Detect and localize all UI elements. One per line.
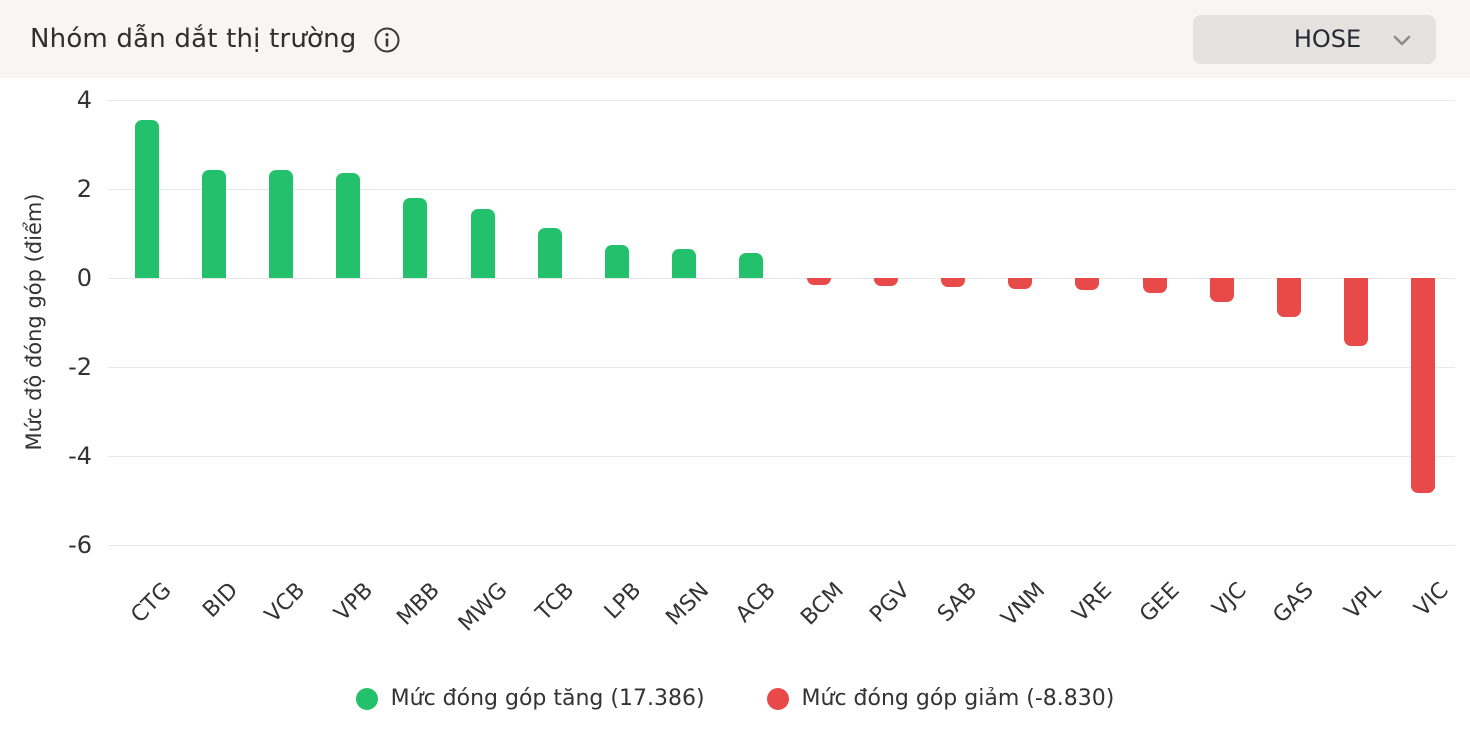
gridline--6: [108, 545, 1455, 546]
gridline-0: [108, 278, 1455, 279]
chevron-down-icon: [1392, 33, 1412, 52]
y-tick-4: 4: [76, 86, 92, 114]
y-tick--2: -2: [68, 353, 92, 381]
x-tick-SAB: SAB: [933, 578, 983, 628]
x-tick-BID: BID: [198, 578, 244, 623]
y-tick--6: -6: [68, 531, 92, 559]
x-tick-MWG: MWG: [453, 578, 513, 637]
bar-MSN[interactable]: [672, 248, 697, 278]
legend-entry-negative[interactable]: Mức đóng góp giảm (-8.830): [766, 686, 1115, 711]
x-tick-VJC: VJC: [1207, 578, 1252, 622]
chart-header: Nhóm dẫn dắt thị trường HOSE: [0, 0, 1470, 78]
bar-BID[interactable]: [201, 170, 226, 278]
gridline--2: [108, 367, 1455, 368]
x-tick-GAS: GAS: [1268, 578, 1319, 629]
y-axis-title: Mức độ đóng góp (điểm): [22, 193, 46, 451]
x-tick-PGV: PGV: [865, 578, 916, 628]
exchange-select[interactable]: HOSE: [1193, 14, 1436, 64]
legend-dot-positive: [355, 687, 378, 710]
bar-VIC[interactable]: [1411, 278, 1436, 494]
legend-label-negative: Mức đóng góp giảm (-8.830): [801, 686, 1115, 711]
bar-VJC[interactable]: [1209, 278, 1234, 303]
x-tick-VPB: VPB: [329, 578, 378, 627]
x-tick-VCB: VCB: [260, 578, 311, 628]
x-tick-GEE: GEE: [1134, 578, 1185, 628]
bar-VPL[interactable]: [1344, 278, 1369, 347]
bar-VNM[interactable]: [1008, 278, 1033, 289]
x-tick-MSN: MSN: [661, 578, 714, 631]
x-tick-BCM: BCM: [795, 578, 849, 631]
gridline--4: [108, 456, 1455, 457]
chart-legend: Mức đóng góp tăng (17.386) Mức đóng góp …: [0, 686, 1470, 711]
x-tick-CTG: CTG: [126, 578, 177, 629]
bar-SAB[interactable]: [941, 278, 965, 288]
gridline-2: [108, 189, 1455, 190]
x-tick-MBB: MBB: [392, 578, 446, 631]
info-icon[interactable]: [373, 26, 401, 54]
bar-ACB[interactable]: [739, 253, 764, 278]
page-title: Nhóm dẫn dắt thị trường: [30, 24, 357, 54]
bar-PGV[interactable]: [873, 278, 898, 286]
bar-LPB[interactable]: [605, 245, 629, 278]
bar-VCB[interactable]: [269, 170, 293, 278]
x-tick-VIC: VIC: [1409, 578, 1454, 622]
bar-VPB[interactable]: [336, 172, 361, 278]
x-tick-VRE: VRE: [1068, 578, 1118, 627]
y-tick-0: 0: [76, 264, 92, 292]
bar-MBB[interactable]: [403, 197, 428, 278]
x-tick-ACB: ACB: [731, 578, 782, 628]
x-tick-VNM: VNM: [996, 578, 1050, 632]
bar-GEE[interactable]: [1142, 278, 1167, 294]
x-tick-LPB: LPB: [600, 578, 647, 625]
legend-entry-positive[interactable]: Mức đóng góp tăng (17.386): [355, 686, 705, 711]
bar-TCB[interactable]: [537, 228, 562, 278]
legend-label-positive: Mức đóng góp tăng (17.386): [390, 686, 705, 711]
legend-dot-negative: [766, 687, 789, 710]
gridline-4: [108, 100, 1455, 101]
bar-BCM[interactable]: [806, 278, 831, 285]
y-tick-2: 2: [76, 175, 92, 203]
x-tick-VPL: VPL: [1339, 578, 1386, 625]
exchange-select-value: HOSE: [1293, 25, 1362, 53]
x-tick-TCB: TCB: [531, 578, 580, 626]
bar-chart: Mức độ đóng góp (điểm) 4 2 0 -2 -4 -6 CTG BID VC…: [0, 78, 1470, 741]
bar-VRE[interactable]: [1075, 278, 1100, 290]
bar-CTG[interactable]: [134, 119, 159, 278]
y-tick--4: -4: [68, 442, 92, 470]
bar-MWG[interactable]: [470, 208, 495, 278]
bar-GAS[interactable]: [1277, 278, 1301, 317]
